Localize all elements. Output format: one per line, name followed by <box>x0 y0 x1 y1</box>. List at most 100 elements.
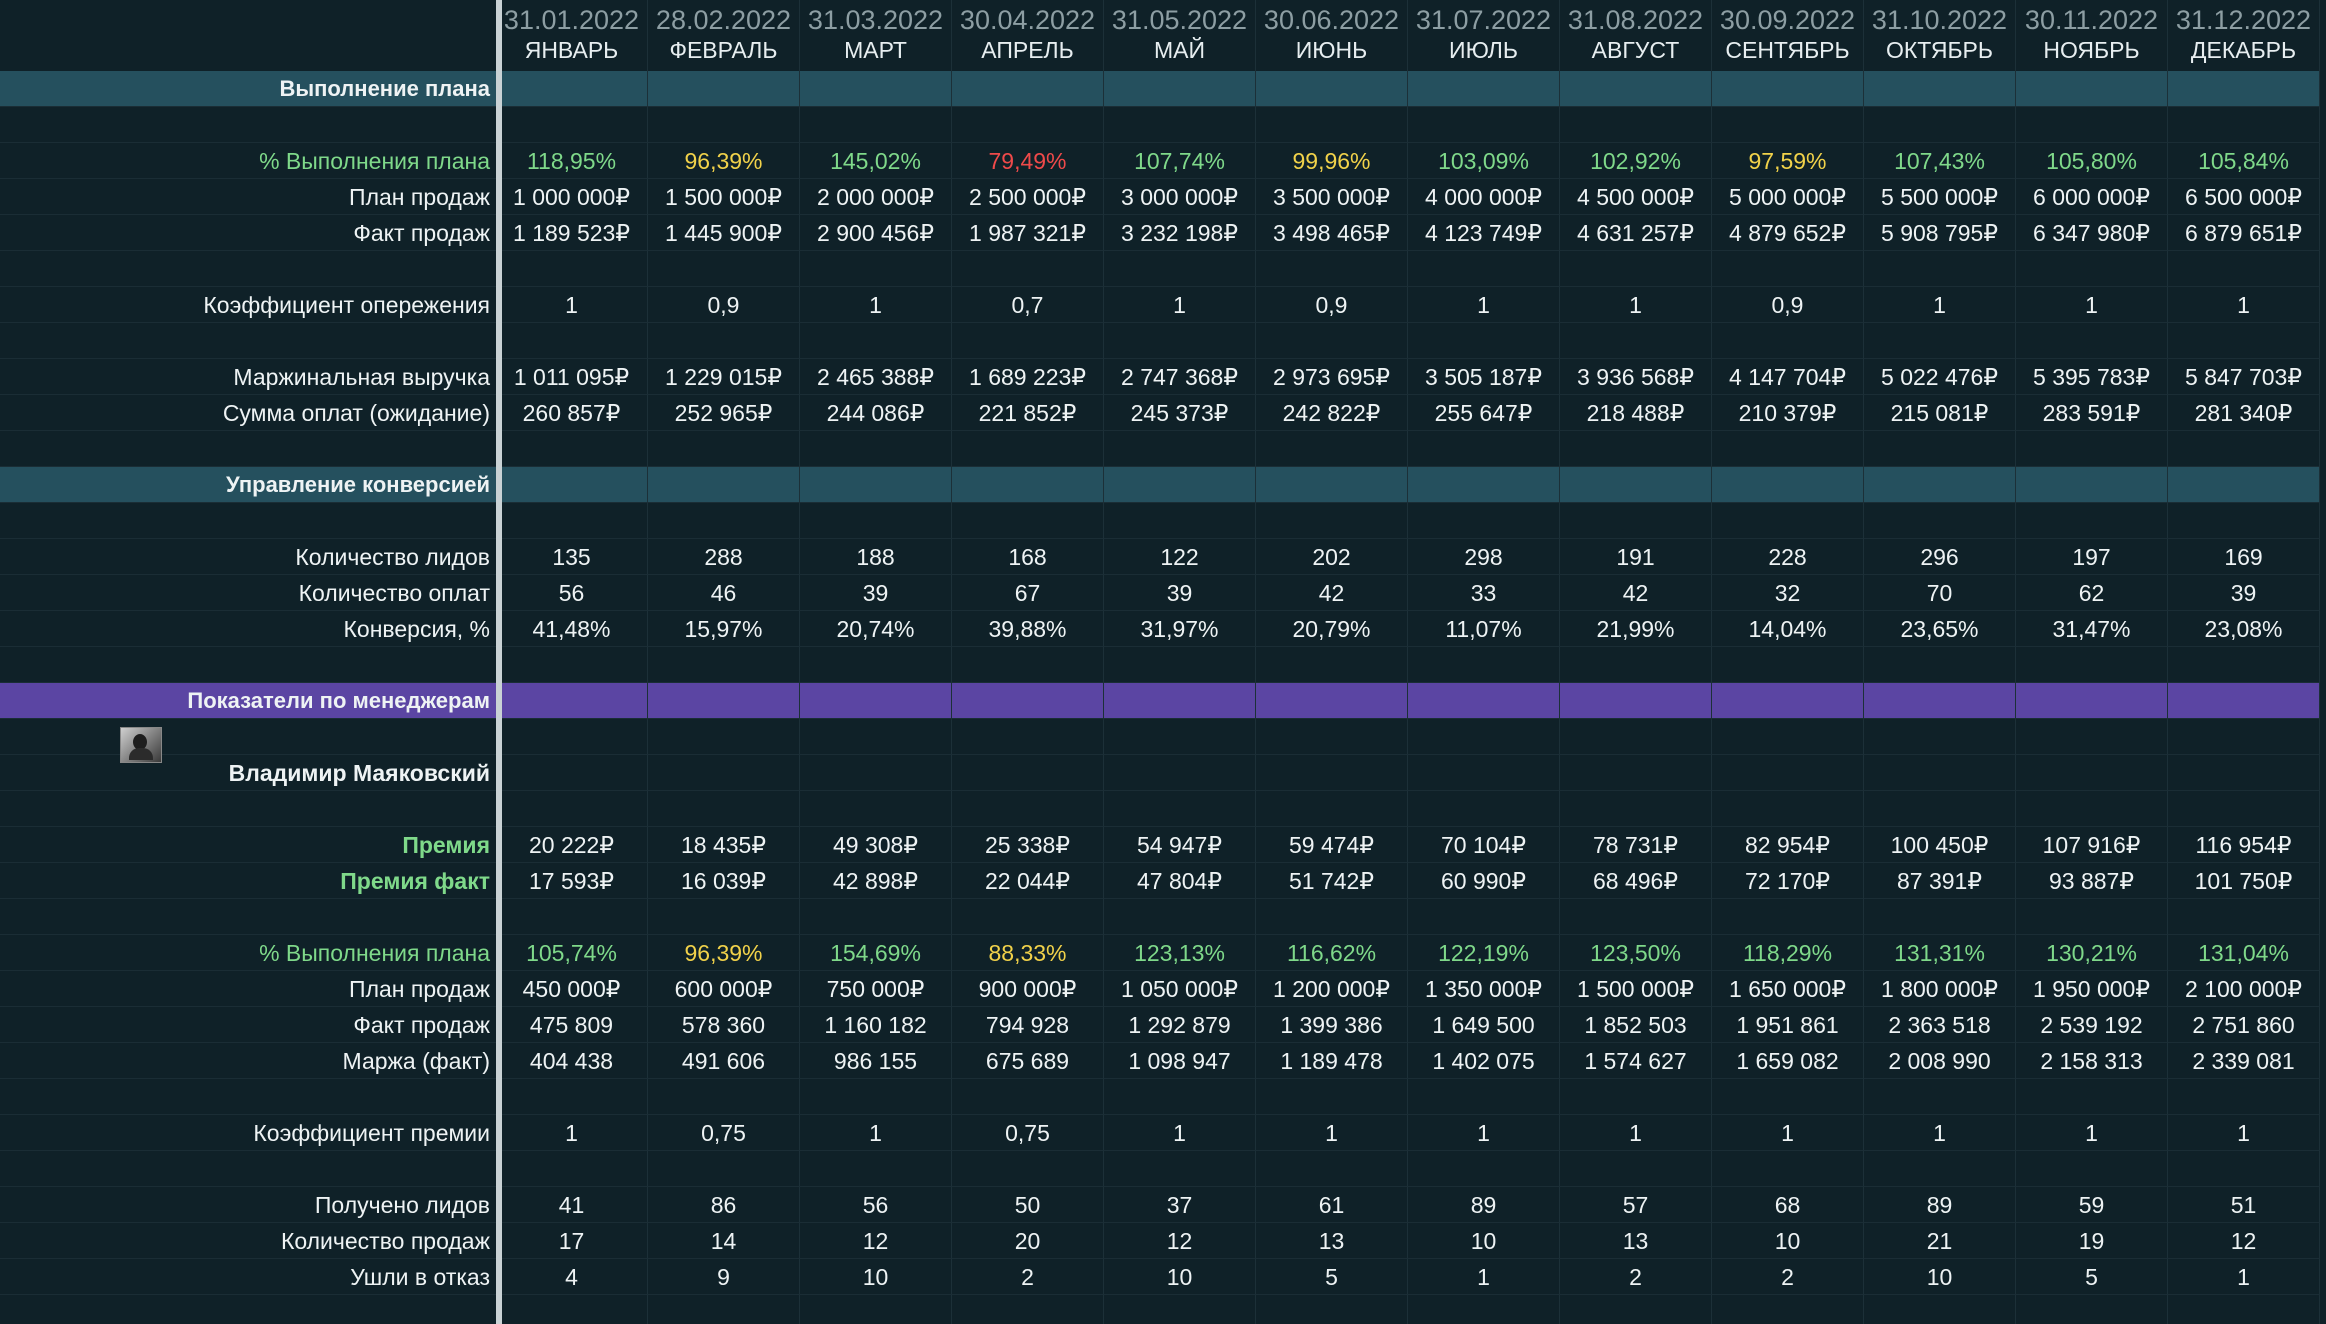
empty-cell[interactable] <box>1104 719 1256 755</box>
data-cell[interactable]: 2 <box>952 1259 1104 1295</box>
data-cell[interactable]: 67 <box>952 575 1104 611</box>
empty-cell[interactable] <box>1560 1295 1712 1324</box>
data-cell[interactable]: 1 <box>1408 1115 1560 1151</box>
data-cell[interactable]: 2 <box>1712 1259 1864 1295</box>
data-cell[interactable]: 11,07% <box>1408 611 1560 647</box>
empty-cell[interactable] <box>2016 791 2168 827</box>
data-cell[interactable]: 191 <box>1560 539 1712 575</box>
section-fill-cell[interactable] <box>648 71 800 107</box>
data-cell[interactable]: 12 <box>800 1223 952 1259</box>
empty-cell[interactable] <box>1560 503 1712 539</box>
data-cell[interactable]: 260 857₽ <box>496 395 648 431</box>
data-cell[interactable]: 578 360 <box>648 1007 800 1043</box>
empty-cell[interactable] <box>1864 107 2016 143</box>
data-cell[interactable]: 107 916₽ <box>2016 827 2168 863</box>
empty-cell[interactable] <box>1408 251 1560 287</box>
empty-cell[interactable] <box>1408 107 1560 143</box>
data-cell[interactable]: 986 155 <box>800 1043 952 1079</box>
data-cell[interactable]: 2 158 313 <box>2016 1043 2168 1079</box>
data-cell[interactable]: 1 <box>2168 1259 2320 1295</box>
section-fill-cell[interactable] <box>648 683 800 719</box>
data-cell[interactable]: 1 <box>1864 287 2016 323</box>
data-cell[interactable]: 105,80% <box>2016 143 2168 179</box>
data-cell[interactable]: 1 500 000₽ <box>648 179 800 215</box>
data-cell[interactable]: 1 011 095₽ <box>496 359 648 395</box>
data-cell[interactable]: 88,33% <box>952 935 1104 971</box>
data-cell[interactable]: 1 <box>1712 1115 1864 1151</box>
empty-cell[interactable] <box>496 431 648 467</box>
empty-cell[interactable] <box>2168 647 2320 683</box>
data-cell[interactable]: 56 <box>496 575 648 611</box>
data-cell[interactable]: 4 <box>496 1259 648 1295</box>
section-fill-cell[interactable] <box>2016 71 2168 107</box>
empty-cell[interactable] <box>2016 647 2168 683</box>
data-cell[interactable]: 5 500 000₽ <box>1864 179 2016 215</box>
month-header[interactable]: МАЙ <box>1104 35 1256 71</box>
data-cell[interactable]: 2 465 388₽ <box>800 359 952 395</box>
data-cell[interactable]: 169 <box>2168 539 2320 575</box>
empty-cell[interactable] <box>1104 1151 1256 1187</box>
data-cell[interactable]: 245 373₽ <box>1104 395 1256 431</box>
data-cell[interactable]: 50 <box>952 1187 1104 1223</box>
date-header[interactable]: 30.06.2022 <box>1256 0 1408 35</box>
empty-cell[interactable] <box>1408 503 1560 539</box>
data-cell[interactable]: 49 308₽ <box>800 827 952 863</box>
data-cell[interactable] <box>800 755 952 791</box>
month-header[interactable]: НОЯБРЬ <box>2016 35 2168 71</box>
section-fill-cell[interactable] <box>648 467 800 503</box>
empty-cell[interactable] <box>800 899 952 935</box>
data-cell[interactable]: 39,88% <box>952 611 1104 647</box>
empty-cell[interactable] <box>1864 1295 2016 1324</box>
data-cell[interactable]: 1 <box>1256 1115 1408 1151</box>
empty-cell[interactable] <box>1104 107 1256 143</box>
data-cell[interactable]: 4 631 257₽ <box>1560 215 1712 251</box>
data-cell[interactable]: 130,21% <box>2016 935 2168 971</box>
data-cell[interactable]: 4 147 704₽ <box>1712 359 1864 395</box>
empty-cell[interactable] <box>1104 899 1256 935</box>
empty-cell[interactable] <box>1256 251 1408 287</box>
data-cell[interactable]: 1 <box>800 287 952 323</box>
data-cell[interactable]: 10 <box>1712 1223 1864 1259</box>
data-cell[interactable]: 6 879 651₽ <box>2168 215 2320 251</box>
empty-cell[interactable] <box>1560 251 1712 287</box>
data-cell[interactable]: 118,95% <box>496 143 648 179</box>
data-cell[interactable]: 1 500 000₽ <box>1560 971 1712 1007</box>
data-cell[interactable]: 1 950 000₽ <box>2016 971 2168 1007</box>
data-cell[interactable]: 1 <box>1104 1115 1256 1151</box>
data-cell[interactable]: 70 <box>1864 575 2016 611</box>
empty-cell[interactable] <box>952 251 1104 287</box>
data-cell[interactable]: 2 008 990 <box>1864 1043 2016 1079</box>
data-cell[interactable]: 5 022 476₽ <box>1864 359 2016 395</box>
section-fill-cell[interactable] <box>496 71 648 107</box>
empty-cell[interactable] <box>1712 1079 1864 1115</box>
empty-cell[interactable] <box>1712 791 1864 827</box>
data-cell[interactable]: 298 <box>1408 539 1560 575</box>
data-cell[interactable]: 2 500 000₽ <box>952 179 1104 215</box>
data-cell[interactable]: 51 <box>2168 1187 2320 1223</box>
empty-cell[interactable] <box>952 1151 1104 1187</box>
section-fill-cell[interactable] <box>1712 467 1864 503</box>
empty-cell[interactable] <box>648 107 800 143</box>
empty-cell[interactable] <box>1256 791 1408 827</box>
data-cell[interactable] <box>648 755 800 791</box>
data-cell[interactable]: 86 <box>648 1187 800 1223</box>
data-cell[interactable]: 14,04% <box>1712 611 1864 647</box>
empty-cell[interactable] <box>952 647 1104 683</box>
empty-cell[interactable] <box>496 251 648 287</box>
data-cell[interactable]: 1 800 000₽ <box>1864 971 2016 1007</box>
data-cell[interactable]: 3 936 568₽ <box>1560 359 1712 395</box>
empty-cell[interactable] <box>2168 503 2320 539</box>
empty-cell[interactable] <box>1104 503 1256 539</box>
empty-cell[interactable] <box>2168 791 2320 827</box>
data-cell[interactable]: 0,75 <box>952 1115 1104 1151</box>
data-cell[interactable]: 10 <box>1408 1223 1560 1259</box>
data-cell[interactable]: 70 104₽ <box>1408 827 1560 863</box>
data-cell[interactable]: 2 363 518 <box>1864 1007 2016 1043</box>
empty-cell[interactable] <box>648 431 800 467</box>
data-cell[interactable]: 0,7 <box>952 287 1104 323</box>
empty-cell[interactable] <box>1104 791 1256 827</box>
empty-cell[interactable] <box>1712 323 1864 359</box>
data-cell[interactable]: 900 000₽ <box>952 971 1104 1007</box>
empty-cell[interactable] <box>496 647 648 683</box>
empty-cell[interactable] <box>648 251 800 287</box>
